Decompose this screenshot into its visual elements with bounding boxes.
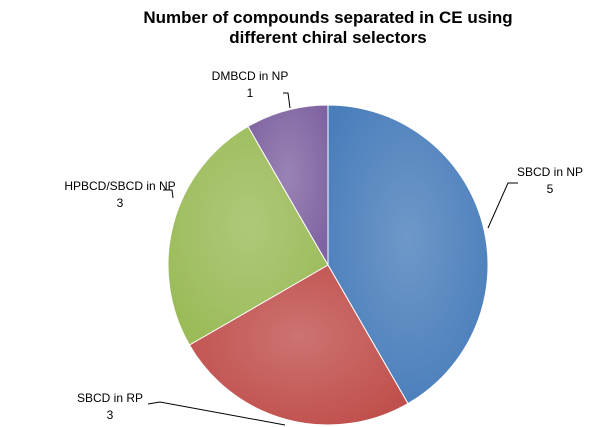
pie-slice	[188, 264, 409, 426]
slice-value: 5	[547, 182, 554, 196]
leader-line	[147, 401, 286, 426]
slice-value: 3	[117, 196, 124, 210]
leader-line	[163, 189, 174, 199]
pie-slice	[167, 125, 329, 346]
slice-label: HPBCD/SBCD in NP	[64, 179, 175, 193]
pie-slice	[247, 104, 329, 267]
slice-label: SBCD in RP	[77, 391, 143, 405]
slice-label: DMBCD in NP	[212, 69, 289, 83]
slice-value: 1	[247, 86, 254, 100]
leader-line	[283, 92, 291, 109]
slice-label: SBCD in NP	[517, 165, 583, 179]
slice-value: 3	[107, 408, 114, 422]
pie-slice	[327, 104, 489, 405]
chart-title: Number of compounds separated in CE usin…	[143, 8, 513, 47]
leader-line	[487, 182, 518, 229]
